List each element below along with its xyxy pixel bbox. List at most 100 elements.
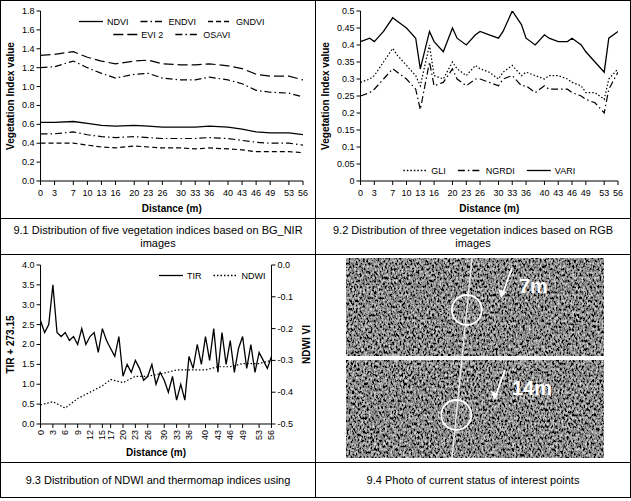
plot-area (41, 52, 303, 153)
x-tick-label: 20 (129, 188, 139, 198)
y-tick-label: 2.0 (22, 339, 35, 349)
series-line (41, 360, 272, 408)
x-axis-title: Distance (m) (126, 447, 186, 458)
x-tick (420, 181, 421, 185)
x-tick (270, 181, 271, 185)
x-tick-label: 43 (213, 430, 223, 440)
legend-swatch (458, 170, 482, 171)
y-tick-label: 0.35 (337, 57, 355, 67)
caption-line: 9.3 Distribution of NDWI and thermomap i… (26, 474, 291, 486)
chart: 0.00.51.01.52.02.53.03.54.0-0.5-0.4-0.3-… (5, 260, 312, 458)
legend-swatch (159, 275, 183, 276)
legend: TIRNDWI (159, 271, 266, 281)
x-axis (41, 181, 303, 182)
x-tick-label: 26 (157, 188, 167, 198)
x-tick-label: 3 (372, 188, 377, 198)
x-tick-label: 23 (143, 188, 153, 198)
x-tick-label: 3 (52, 188, 57, 198)
x-tick (217, 424, 218, 428)
y-tick-label: 0.3 (342, 74, 355, 84)
y-tick (357, 130, 361, 131)
y-tick-label: 4.0 (22, 260, 35, 270)
y-tick (37, 364, 41, 365)
y-tick (37, 29, 41, 30)
y-axis-title: TIR + 273.15 (5, 315, 16, 374)
caption: 9.2 Distribution of three vegetation ind… (333, 224, 613, 249)
y-tick (37, 284, 41, 285)
x-tick-label: 6 (60, 430, 70, 435)
x-tick-label: 20 (447, 188, 457, 198)
x-tick (148, 181, 149, 185)
arrow-head (491, 391, 499, 400)
transect-line (452, 360, 462, 458)
series-line (41, 132, 303, 145)
x-tick (134, 181, 135, 185)
x-tick (242, 424, 243, 428)
y-tick-label: 0.4 (342, 40, 355, 50)
figure: 0.00.20.40.60.81.01.21.41.61.80371013162… (0, 0, 631, 501)
x-tick (558, 181, 559, 185)
y-tick (37, 324, 41, 325)
y-tick-label: 1.0 (22, 82, 35, 92)
x-tick (360, 181, 361, 185)
x-tick-label: 53 (599, 188, 609, 198)
x-tick (228, 181, 229, 185)
x-tick-label: 26 (143, 430, 153, 440)
y-tick-label: 1.4 (22, 44, 35, 54)
x-tick (512, 181, 513, 185)
frame (1, 218, 631, 219)
y-tick-label: 0.45 (337, 23, 355, 33)
legend-swatch (403, 170, 427, 171)
x-tick (52, 424, 53, 428)
y-tick (37, 11, 41, 12)
x-tick-label: 36 (204, 188, 214, 198)
caption-line: 9.2 Distribution of three vegetation ind… (333, 224, 613, 236)
x-tick-label: 20 (118, 430, 128, 440)
x-tick (73, 181, 74, 185)
y-tick (357, 147, 361, 148)
legend-label: EVI 2 (141, 30, 163, 40)
series-line (41, 52, 303, 80)
photo: 7m14m (346, 258, 604, 458)
x-tick-label: 43 (553, 188, 563, 198)
x-tick-label: 12 (85, 430, 95, 440)
y-tick (37, 67, 41, 68)
photo-label: 14m (512, 377, 552, 399)
x-tick (288, 181, 289, 185)
y-tick (37, 304, 41, 305)
x-tick-label: 7 (71, 188, 76, 198)
y-tick (357, 28, 361, 29)
y-tick-label: 3.5 (22, 280, 35, 290)
x-tick-label: 40 (539, 188, 549, 198)
x-tick-label: 10 (82, 188, 92, 198)
x-tick (466, 181, 467, 185)
x-tick (188, 424, 189, 428)
x-tick-label: 56 (266, 430, 276, 440)
x-tick (176, 424, 177, 428)
y2-tick (271, 296, 275, 297)
x-tick (102, 424, 103, 428)
x-tick (271, 424, 272, 428)
y-tick-label: 0.0 (22, 419, 35, 429)
photo-texture (346, 258, 604, 356)
x-tick-label: 26 (475, 188, 485, 198)
x-tick-label: 16 (111, 188, 121, 198)
y-tick-label: 0.15 (337, 125, 355, 135)
caption-line: images (455, 237, 491, 249)
y-tick-label: 1.8 (22, 6, 35, 16)
arrow-shaft (496, 370, 506, 396)
series-line (41, 285, 272, 400)
x-tick-label: 46 (251, 188, 261, 198)
y-tick-label: 2.5 (22, 320, 35, 330)
x-tick (77, 424, 78, 428)
y-tick (37, 124, 41, 125)
arrow-shaft (503, 268, 513, 294)
x-tick-label: 17 (106, 430, 116, 440)
transect-line (462, 258, 472, 356)
y2-tick-label: -0.3 (277, 355, 293, 365)
legend-label: ENDVI (169, 17, 197, 27)
x-tick-label: 23 (461, 188, 471, 198)
x-tick-label: 49 (581, 188, 591, 198)
arrow-head (498, 289, 506, 298)
x-tick (54, 181, 55, 185)
